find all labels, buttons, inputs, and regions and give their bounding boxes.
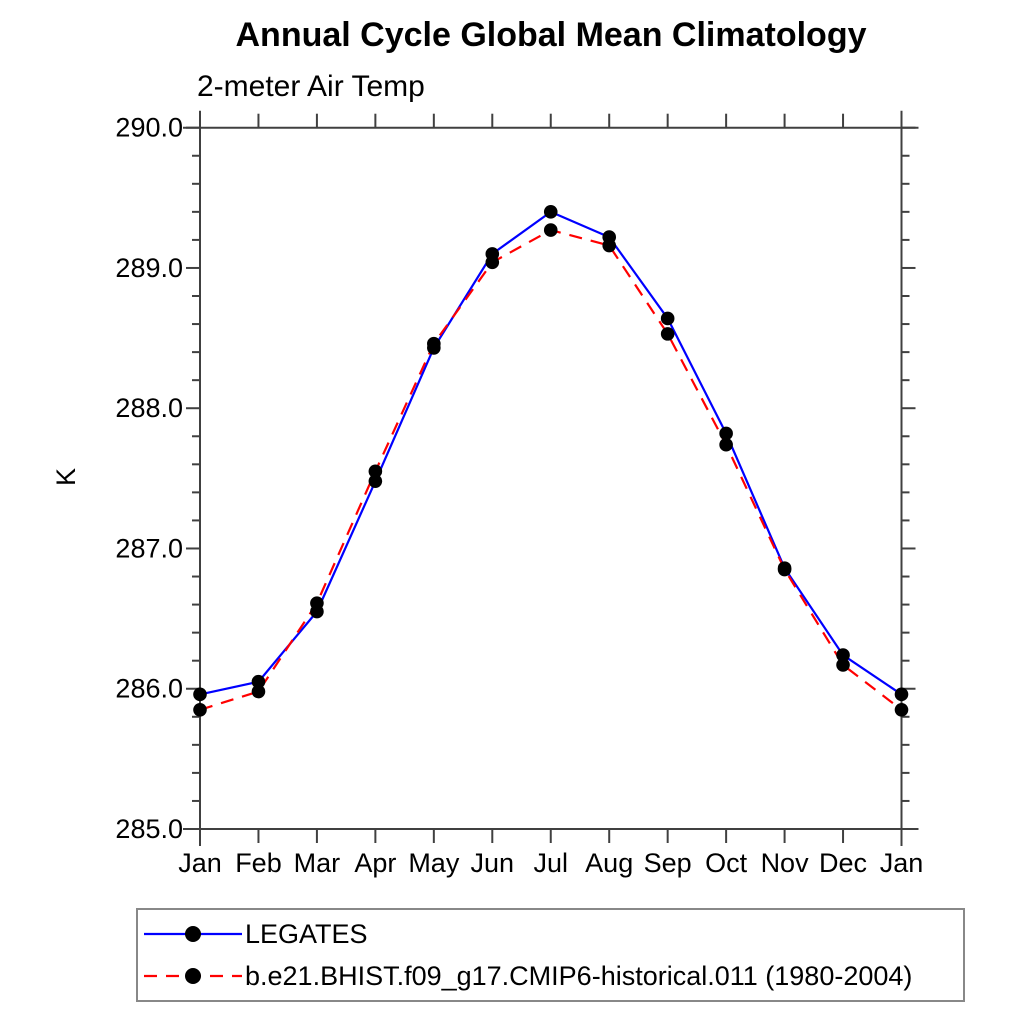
data-point-series-2-Mar xyxy=(310,596,324,610)
data-point-series-1-Jan xyxy=(894,687,909,702)
data-point-series-2-Aug xyxy=(602,238,617,253)
legend-item-2: b.e21.BHIST.f09_g17.CMIP6-historical.011… xyxy=(138,955,963,997)
legend-marker-icon xyxy=(185,926,201,942)
x-tick-label: Aug xyxy=(585,848,633,878)
legend-line-sample xyxy=(144,968,242,984)
data-point-series-1-Sep xyxy=(660,311,675,326)
data-point-series-2-Jun xyxy=(485,255,500,270)
data-point-series-1-Apr xyxy=(368,474,383,488)
x-tick-label: Nov xyxy=(761,848,810,878)
x-tick-label: Feb xyxy=(235,848,282,878)
legend-item-1: LEGATES xyxy=(138,913,963,955)
x-tick-label: Sep xyxy=(644,848,692,878)
y-tick-label: 288.0 xyxy=(115,393,183,423)
y-tick-label: 290.0 xyxy=(115,113,183,143)
y-tick-label: 285.0 xyxy=(115,814,183,844)
y-tick-label: 287.0 xyxy=(115,533,183,563)
legend-marker-icon xyxy=(185,968,201,984)
x-tick-label: Apr xyxy=(354,848,396,878)
x-tick-label: Mar xyxy=(294,848,341,878)
series-line-2 xyxy=(199,228,903,711)
y-tick-label: 286.0 xyxy=(115,674,183,704)
data-point-series-2-Oct xyxy=(719,437,733,452)
data-point-series-1-Jul xyxy=(543,205,558,219)
data-point-series-2-Jul xyxy=(543,223,558,237)
x-tick-label: Jan xyxy=(880,848,924,878)
legend: LEGATES b.e21.BHIST.f09_g17.CMIP6-histori… xyxy=(136,908,965,1002)
legend-label-2: b.e21.BHIST.f09_g17.CMIP6-historical.011… xyxy=(245,960,913,991)
data-point-series-2-Jan xyxy=(894,702,909,717)
data-point-series-2-May xyxy=(427,336,441,351)
data-point-series-2-Sep xyxy=(660,327,675,341)
data-point-series-1-Feb xyxy=(251,674,266,689)
x-tick-label: Jul xyxy=(533,848,568,878)
y-axis-label: K xyxy=(51,468,81,487)
x-tick-label: Jan xyxy=(178,848,222,878)
data-point-series-1-Oct xyxy=(719,426,733,441)
data-point-series-1-Jan xyxy=(193,687,207,702)
data-point-series-2-Jan xyxy=(193,702,207,717)
legend-line-sample xyxy=(144,926,242,942)
data-point-series-2-Dec xyxy=(836,658,850,672)
data-point-series-2-Apr xyxy=(368,464,383,479)
series-line-1 xyxy=(199,210,903,696)
x-tick-label: Oct xyxy=(705,848,748,878)
data-point-series-2-Nov xyxy=(777,562,792,577)
x-tick-label: Jun xyxy=(471,848,515,878)
chart-title: Annual Cycle Global Mean Climatology xyxy=(235,16,867,54)
data-point-series-2-Feb xyxy=(251,684,266,699)
y-tick-label: 289.0 xyxy=(115,253,183,283)
x-tick-label: May xyxy=(408,848,460,878)
legend-label-1: LEGATES xyxy=(245,918,368,949)
data-point-series-1-Dec xyxy=(836,648,850,662)
x-tick-label: Dec xyxy=(819,848,867,878)
chart-subtitle: 2-meter Air Temp xyxy=(197,70,425,103)
